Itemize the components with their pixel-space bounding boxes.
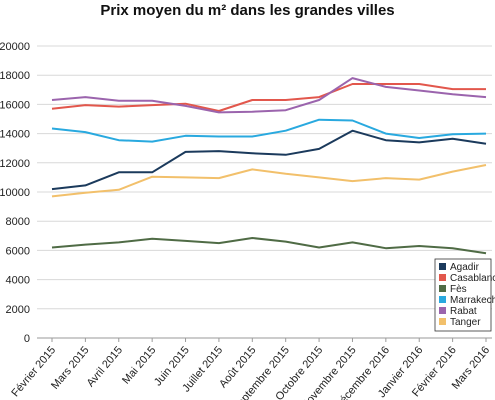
y-tick-label: 6000 — [6, 245, 30, 257]
y-tick-label: 4000 — [6, 275, 30, 287]
y-tick-label: 18000 — [0, 70, 30, 82]
x-tick-label: Février 2015 — [9, 344, 58, 399]
legend-swatch — [439, 318, 446, 325]
series-line-casablanca — [51, 83, 486, 112]
y-tick-label: 16000 — [0, 99, 30, 111]
series-line-rabat — [51, 77, 487, 114]
grid — [37, 45, 492, 339]
series-line-marrakech — [51, 118, 487, 143]
legend-swatch — [439, 296, 446, 303]
y-tick-label: 20000 — [0, 41, 30, 53]
y-tick-label: 2000 — [6, 304, 30, 316]
legend-swatch — [439, 307, 446, 314]
legend-swatch — [439, 263, 446, 270]
legend-label: Tanger — [450, 317, 481, 328]
chart-title: Prix moyen du m² dans les grandes villes — [100, 2, 395, 19]
legend-label: Casablanca — [450, 273, 495, 284]
legend: AgadirCasablancaFèsMarrakechRabatTanger — [434, 258, 495, 332]
series-lines — [51, 77, 487, 255]
y-tick-label: 12000 — [0, 158, 30, 170]
legend-label: Marrakech — [450, 295, 495, 306]
legend-label: Fès — [450, 284, 467, 295]
y-tick-label: 0 — [24, 333, 30, 345]
series-line-agadir — [51, 129, 487, 191]
y-tick-label: 8000 — [6, 216, 30, 228]
legend-swatch — [439, 285, 446, 292]
legend-label: Rabat — [450, 306, 477, 317]
y-tick-label: 14000 — [0, 129, 30, 141]
series-line-tanger — [51, 164, 487, 198]
legend-label: Agadir — [450, 262, 480, 273]
series-line-fs — [51, 237, 487, 255]
y-axis-ticks: 0 2000 4000 6000 8000 10000 12000 14000 16000 180… — [0, 41, 30, 345]
legend-swatch — [439, 274, 446, 281]
x-tick-label: Avril 2015 — [85, 344, 126, 389]
y-tick-label: 10000 — [0, 187, 30, 199]
